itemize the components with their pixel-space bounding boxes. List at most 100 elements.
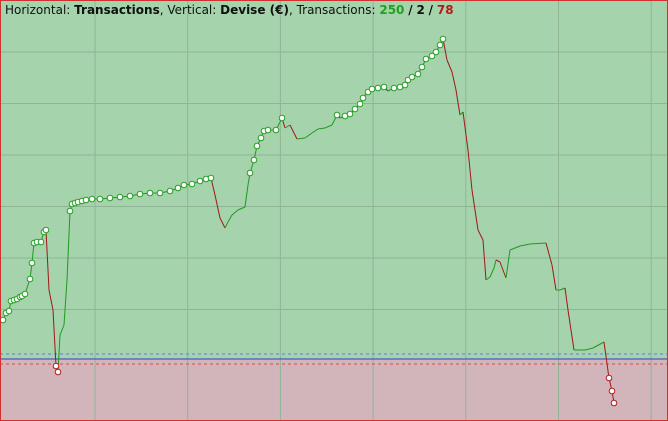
equity-segment	[499, 261, 507, 279]
trade-marker	[346, 110, 354, 118]
trade-marker	[418, 63, 426, 71]
trade-marker	[439, 35, 447, 43]
trade-marker	[174, 184, 182, 192]
equity-segment	[231, 209, 239, 216]
trade-marker	[126, 192, 134, 200]
t-prefix: , Transactions:	[288, 3, 376, 17]
equity-segment	[493, 259, 497, 269]
trade-marker	[428, 52, 436, 60]
trade-marker	[96, 195, 104, 203]
trade-marker	[37, 238, 45, 246]
trade-marker	[246, 169, 254, 177]
trade-marker	[66, 207, 74, 215]
equity-segment	[48, 289, 54, 311]
trade-marker	[106, 194, 114, 202]
trade-marker	[253, 142, 261, 150]
trade-marker	[380, 83, 388, 91]
h-prefix: Horizontal:	[5, 3, 71, 17]
equity-segment	[564, 287, 569, 311]
trade-marker	[374, 84, 382, 92]
equity-segment	[505, 249, 511, 279]
equity-segment	[459, 111, 464, 116]
equity-segment	[63, 279, 68, 326]
equity-segment	[471, 189, 479, 231]
equity-segment	[529, 242, 547, 245]
trade-marker	[414, 70, 422, 78]
trade-marker	[116, 193, 124, 201]
trade-marker	[21, 290, 29, 298]
equity-segment	[509, 245, 521, 251]
equity-segment	[31, 242, 35, 264]
trade-marker	[408, 73, 416, 81]
trade-marker	[166, 187, 174, 195]
trade-marker	[42, 226, 50, 234]
equity-segment	[296, 137, 306, 140]
equity-segment	[467, 149, 473, 191]
equity-segment	[52, 309, 57, 367]
trade-marker	[368, 85, 376, 93]
losses: 78	[436, 3, 454, 17]
trade-marker	[422, 55, 430, 63]
equity-segment	[237, 206, 246, 211]
trade-marker	[390, 84, 398, 92]
equity-segment	[451, 71, 457, 91]
equity-segment	[485, 276, 491, 281]
sep: /	[408, 3, 413, 17]
trade-marker	[278, 114, 286, 122]
trade-marker	[88, 195, 96, 203]
trade-marker	[436, 41, 444, 49]
equity-segment	[214, 194, 221, 219]
equity-segment	[603, 341, 610, 379]
equity-segment	[289, 124, 295, 134]
trade-marker	[351, 105, 359, 113]
equity-segment	[227, 214, 233, 223]
trade-marker	[54, 368, 62, 376]
profit-zone	[0, 0, 668, 359]
equity-segment	[462, 111, 469, 151]
trade-marker	[359, 94, 367, 102]
trade-marker	[608, 387, 616, 395]
trade-marker	[26, 275, 34, 283]
trade-marker	[610, 399, 618, 407]
equity-segment	[551, 264, 557, 291]
equity-segment	[545, 242, 553, 266]
trade-marker	[28, 259, 36, 267]
equity-segment	[244, 184, 249, 208]
trade-marker	[207, 174, 215, 182]
equity-segment	[224, 221, 229, 229]
equity-segment	[477, 229, 484, 241]
equity-segment	[489, 267, 495, 278]
loss-zone	[0, 359, 668, 421]
equity-segment	[324, 124, 333, 129]
trade-marker	[146, 189, 154, 197]
equity-segment	[59, 324, 65, 336]
equity-segment	[455, 89, 461, 116]
trade-marker	[0, 316, 7, 324]
h-name: Transactions	[74, 3, 160, 17]
equity-segment	[317, 127, 326, 130]
trade-marker	[196, 177, 204, 185]
sep: /	[428, 3, 434, 17]
v-name: Devise (€)	[220, 3, 289, 17]
equity-segment	[284, 124, 291, 129]
trade-marker	[180, 181, 188, 189]
wins: 250	[379, 3, 405, 17]
equity-segment	[592, 341, 605, 349]
ties: 2	[416, 3, 425, 17]
equity-segment	[559, 287, 566, 291]
equity-segment	[584, 347, 594, 351]
equity-segment	[482, 239, 487, 281]
equity-segment	[219, 217, 226, 229]
trade-marker	[136, 190, 144, 198]
v-prefix: , Vertical:	[159, 3, 217, 17]
trade-marker	[5, 307, 13, 315]
trade-marker	[432, 48, 440, 56]
trade-marker	[401, 81, 409, 89]
equity-segment	[45, 229, 50, 291]
equity-segment	[66, 210, 71, 281]
equity-segment	[311, 128, 319, 134]
trade-marker	[333, 111, 341, 119]
equity-segment	[519, 243, 531, 247]
